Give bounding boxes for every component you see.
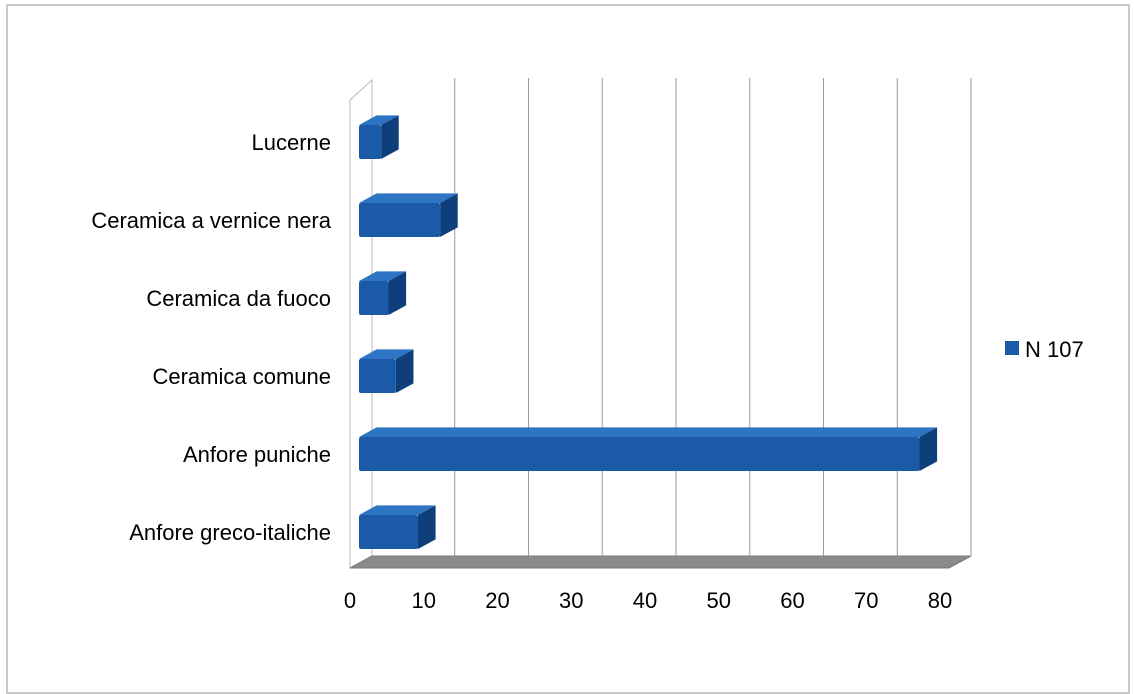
- category-label: Anfore puniche: [183, 442, 331, 467]
- bar-top-face: [359, 115, 399, 125]
- category-label: Anfore greco-italiche: [129, 520, 331, 545]
- bar-top-face: [359, 193, 458, 203]
- bar-top-face: [359, 349, 414, 359]
- legend: N 107: [1005, 337, 1084, 362]
- bar-top-face: [359, 505, 436, 515]
- bar: [359, 193, 458, 237]
- x-tick-label: 0: [344, 588, 356, 613]
- bar-front-face: [359, 281, 389, 315]
- category-label: Ceramica da fuoco: [146, 286, 331, 311]
- bar: [359, 271, 407, 315]
- legend-swatch: [1005, 341, 1019, 355]
- chart-frame: [6, 4, 1130, 694]
- category-label: Ceramica comune: [152, 364, 331, 389]
- bar-side-face: [381, 115, 399, 159]
- bar-front-face: [359, 515, 418, 549]
- category-labels: Anfore greco-italiche Anfore puniche Ceram…: [91, 130, 331, 545]
- x-tick-label: 30: [559, 588, 583, 613]
- category-label: Lucerne: [251, 130, 331, 155]
- x-tick-label: 10: [412, 588, 436, 613]
- bars: [359, 115, 938, 549]
- gridlines: [454, 78, 972, 556]
- category-label: Ceramica a vernice nera: [91, 208, 331, 233]
- x-tick-label: 80: [928, 588, 952, 613]
- bar-front-face: [359, 203, 441, 237]
- bar: [359, 505, 436, 549]
- bar-side-face: [388, 271, 407, 315]
- x-tick-label: 70: [854, 588, 878, 613]
- bar: [359, 349, 414, 393]
- bar-front-face: [359, 437, 920, 471]
- x-tick-label: 50: [707, 588, 731, 613]
- bar-side-face: [440, 193, 458, 237]
- x-tick-label: 40: [633, 588, 657, 613]
- bar-front-face: [359, 125, 382, 159]
- bar-top-face: [359, 427, 938, 437]
- legend-label: N 107: [1025, 337, 1084, 362]
- bar-top-face: [359, 271, 407, 281]
- bar: [359, 427, 938, 471]
- bar-side-face: [418, 505, 436, 549]
- floor: [349, 555, 972, 569]
- bar-side-face: [395, 349, 414, 393]
- x-tick-label: 20: [485, 588, 509, 613]
- bar-front-face: [359, 359, 396, 393]
- chart-walls: [349, 78, 972, 569]
- x-tick-label: 60: [780, 588, 804, 613]
- x-tick-labels: 0 10 20 30 40 50 60 70 80: [344, 588, 952, 613]
- bar-side-face: [919, 427, 938, 471]
- bar: [359, 115, 399, 159]
